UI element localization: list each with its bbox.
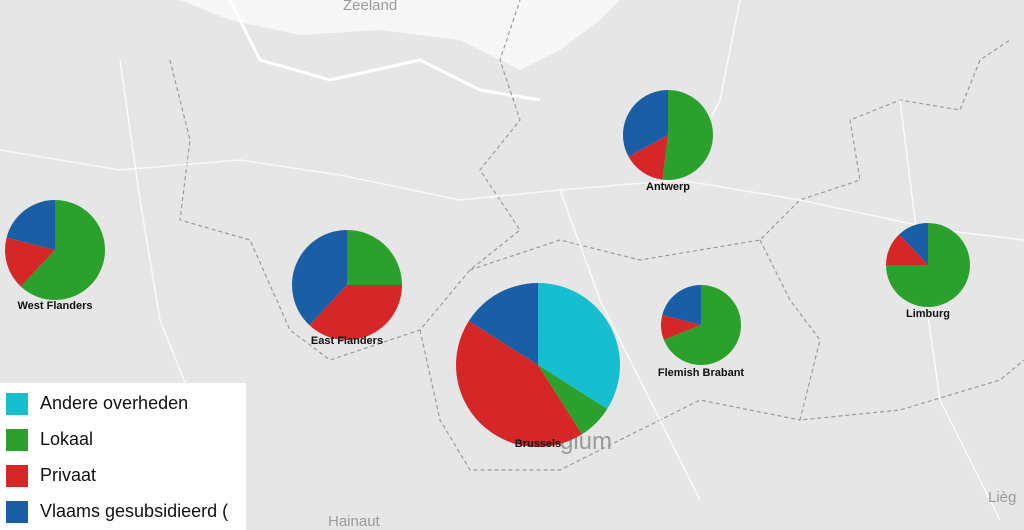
pie-slice [886,234,928,265]
pies: Antwerp West Flanders East Flanders Brussel… [5,90,970,450]
pie-slice [538,365,608,435]
pie-slice [899,223,928,265]
pie-label: Antwerp [646,181,690,193]
pie-slice [662,90,713,180]
pie-label: West Flanders [18,300,93,312]
legend-swatch [6,465,28,487]
map-label: Zeeland [343,0,397,14]
pie-slice [468,283,538,365]
pie-slice [20,200,106,300]
water [180,0,620,70]
legend-box [0,383,246,530]
pie-slice [662,285,701,325]
pie-slice [628,135,668,180]
legend-swatch [6,429,28,451]
pie-slice [663,285,742,366]
pie-slice [309,285,402,340]
pie-slice [623,90,668,157]
legend-swatch [6,501,28,523]
pie-label: Flemish Brabant [658,367,745,379]
legend-label: Vlaams gesubsidieerd ( [40,501,228,521]
pie-slice [5,237,56,287]
pie-slice [538,283,620,409]
legend-label: Privaat [40,465,96,485]
map-label: Hainaut [328,513,381,530]
legend-swatch [6,393,28,415]
borders [169,0,1024,471]
pie-slice [292,230,347,326]
coast [228,0,541,102]
pie-label: East Flanders [311,335,383,347]
pie-slice [661,315,701,340]
legend-label: Lokaal [40,429,93,449]
pie-label: Limburg [906,308,950,320]
pie-slice [6,200,55,250]
map-label: Lièg [988,489,1016,506]
pie-slice [455,321,582,448]
legend-label: Andere overheden [40,393,188,413]
pie-slice [347,230,402,285]
pie-label: Brussels [515,438,561,450]
legend: Andere overheden Lokaal Privaat Vlaams gesu… [6,393,228,523]
